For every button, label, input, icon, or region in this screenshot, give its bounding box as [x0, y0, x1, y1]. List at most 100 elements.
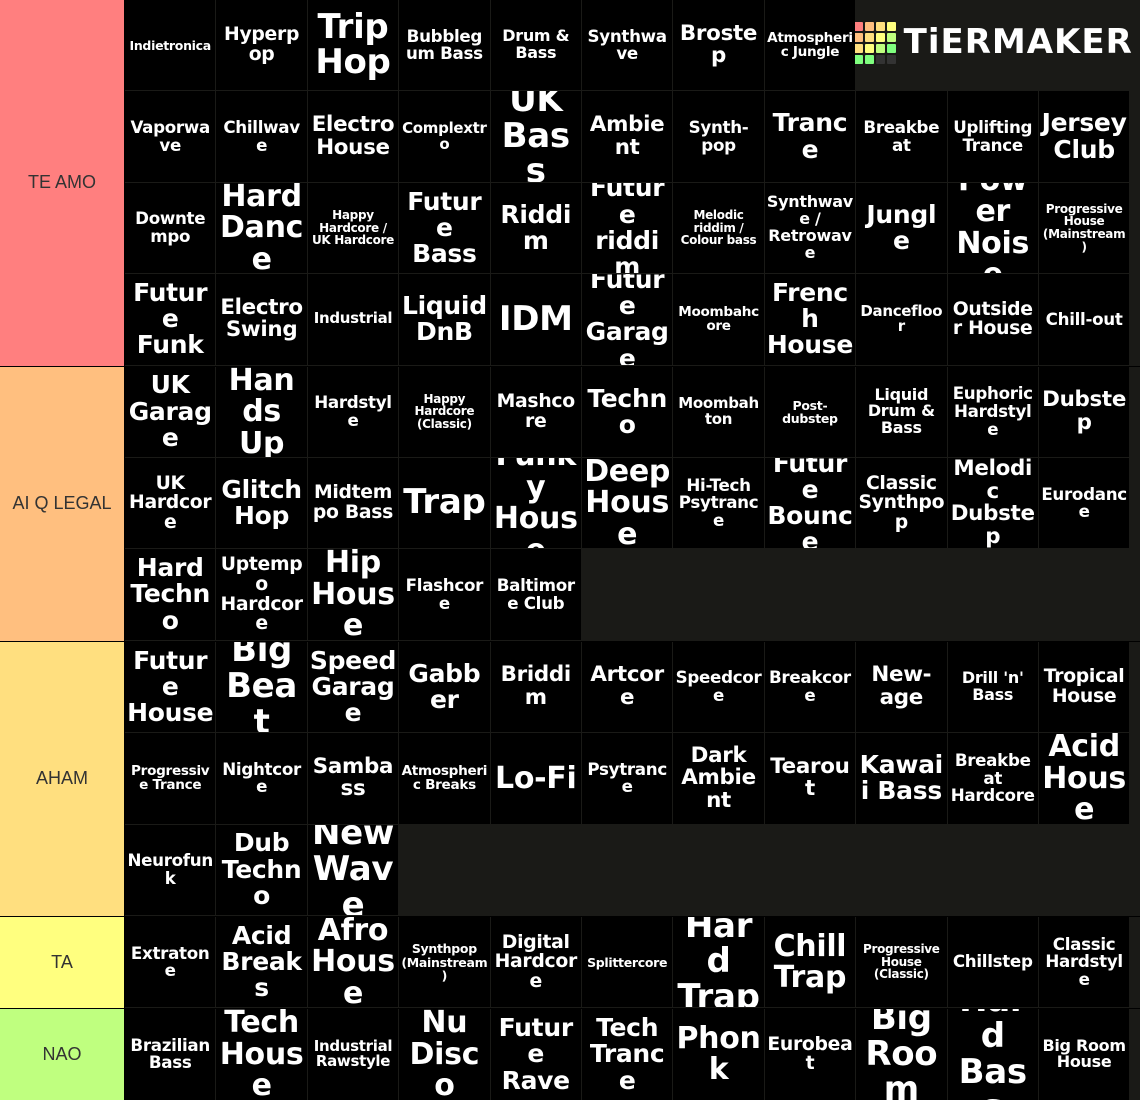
- item-tile: Techno: [581, 366, 673, 457]
- item-tile: Euphoric Hardstyle: [947, 366, 1038, 457]
- item-tile: Hard Bass: [947, 1009, 1038, 1100]
- item-tile: Future Bounce: [764, 457, 856, 549]
- tier-items: Future House Big Beat Speed Garage Gabber Br…: [125, 641, 1140, 916]
- item-tile: Hard Dance: [216, 182, 307, 274]
- item-tile: Future House: [125, 641, 216, 733]
- item-tile: Chillwave: [216, 91, 307, 182]
- item-tile: Tearout: [764, 733, 856, 824]
- item-tile: Uplifting Trance: [947, 91, 1038, 182]
- logo: TiERMAKER: [853, 0, 1133, 92]
- item-tile: Psytrance: [581, 733, 673, 824]
- tier-label: NAO: [0, 1009, 125, 1100]
- item-tile: Melodic riddim / Colour bass: [673, 182, 764, 274]
- item-tile: Classic Synthpop: [856, 457, 947, 549]
- item-tile: Electro Swing: [216, 274, 307, 365]
- item-tile: Brostep: [673, 0, 764, 91]
- item-tile: Future riddim: [581, 182, 673, 274]
- tier-label: AHAM: [0, 641, 125, 916]
- item-tile: Jungle: [856, 182, 947, 274]
- item-tile: Hi-Tech Psytrance: [673, 457, 764, 549]
- tier: NAO Brazilian Bass Tech House Industrial Ra…: [0, 1009, 1140, 1100]
- item-tile: Moombahcore: [673, 274, 764, 365]
- item-tile: Hardstyle: [307, 366, 399, 457]
- item-tile: Progressive Trance: [125, 733, 216, 824]
- item-tile: Breakcore: [764, 641, 856, 733]
- item-tile: Industrial: [307, 274, 399, 365]
- tier-label: AI Q LEGAL: [0, 366, 125, 641]
- item-tile: Neurofunk: [125, 824, 216, 915]
- item-tile: Brazilian Bass: [125, 1009, 216, 1100]
- item-tile: French House: [764, 274, 856, 365]
- item-tile: Glitch Hop: [216, 457, 307, 549]
- item-tile: Dark Ambient: [673, 733, 764, 824]
- item-tile: New Wave: [307, 824, 399, 915]
- tier: TE AMO TiERMAKER Indietronica Hyperpop Trip …: [0, 0, 1140, 367]
- item-tile: Complextro: [399, 91, 490, 182]
- item-tile: Chill Trap: [764, 916, 856, 1008]
- item-tile: Chill-out: [1038, 274, 1130, 365]
- item-tile: Deep House: [581, 457, 673, 549]
- item-tile: Synthwave: [581, 0, 673, 91]
- item-tile: Power Noise: [947, 182, 1038, 274]
- item-tile: Drum & Bass: [490, 0, 581, 91]
- item-tile: Post-dubstep: [764, 366, 856, 457]
- item-tile: Tech House: [216, 1009, 307, 1100]
- item-tile: Baltimore Club: [490, 549, 581, 640]
- item-tile: Digital Hardcore: [490, 916, 581, 1008]
- item-tile: Future Rave: [490, 1009, 581, 1100]
- item-tile: Riddim: [490, 182, 581, 274]
- logo-text: TiERMAKER: [903, 22, 1133, 62]
- item-tile: Big Beat: [216, 641, 307, 733]
- item-tile: Liquid Drum & Bass: [856, 366, 947, 457]
- item-tile: Speedcore: [673, 641, 764, 733]
- item-tile: Uptempo Hardcore: [216, 549, 307, 640]
- item-tile: Trance: [764, 91, 856, 182]
- item-tile: New-age: [856, 641, 947, 733]
- item-tile: Lo-Fi: [490, 733, 581, 824]
- item-tile: Progressive House (Classic): [856, 916, 947, 1008]
- item-tile: Moombahton: [673, 366, 764, 457]
- item-tile: Acid House: [1038, 733, 1130, 824]
- item-tile: Phonk: [673, 1009, 764, 1100]
- tier-label: TA: [0, 916, 125, 1009]
- item-tile: UK Garage: [125, 366, 216, 457]
- item-tile: Dub Techno: [216, 824, 307, 915]
- item-tile: Vaporwave: [125, 91, 216, 182]
- item-tile: Gabber: [399, 641, 490, 733]
- item-tile: Liquid DnB: [399, 274, 490, 365]
- tier: TA Extratone Acid Breaks Afro House Synthpop…: [0, 916, 1140, 1010]
- item-tile: Future Garage: [581, 274, 673, 365]
- item-tile: Happy Hardcore (Classic): [399, 366, 490, 457]
- item-tile: Hip House: [307, 549, 399, 640]
- tier: AHAM Future House Big Beat Speed Garage Gabb…: [0, 641, 1140, 917]
- item-tile: Synthpop (Mainstream): [399, 916, 490, 1008]
- item-tile: Synth-pop: [673, 91, 764, 182]
- item-tile: Chillstep: [947, 916, 1038, 1008]
- item-tile: Big Room House: [1038, 1009, 1130, 1100]
- item-tile: Downtempo: [125, 182, 216, 274]
- item-tile: Eurobeat: [764, 1009, 856, 1100]
- item-tile: Sambass: [307, 733, 399, 824]
- item-tile: Dubstep: [1038, 366, 1130, 457]
- item-tile: Trap: [399, 457, 490, 549]
- item-tile: Classic Hardstyle: [1038, 916, 1130, 1008]
- item-tile: Flashcore: [399, 549, 490, 640]
- item-tile: Industrial Rawstyle: [307, 1009, 399, 1100]
- logo-icon: [853, 22, 896, 64]
- item-tile: Midtempo Bass: [307, 457, 399, 549]
- item-tile: Funky House: [490, 457, 581, 549]
- item-tile: Trip Hop: [307, 0, 399, 91]
- item-tile: UK Bass: [490, 91, 581, 182]
- tier-items: Brazilian Bass Tech House Industrial Rawst…: [125, 1009, 1140, 1100]
- item-tile: Tropical House: [1038, 641, 1130, 733]
- item-tile: IDM: [490, 274, 581, 365]
- item-tile: Melodic Dubstep: [947, 457, 1038, 549]
- item-tile: Synthwave / Retrowave: [764, 182, 856, 274]
- item-tile: Ambient: [581, 91, 673, 182]
- item-tile: Atmospheric Breaks: [399, 733, 490, 824]
- item-tile: Atmospheric Jungle: [764, 0, 856, 91]
- item-tile: Breakbeat Hardcore: [947, 733, 1038, 824]
- item-tile: Mashcore: [490, 366, 581, 457]
- item-tile: Splittercore: [581, 916, 673, 1008]
